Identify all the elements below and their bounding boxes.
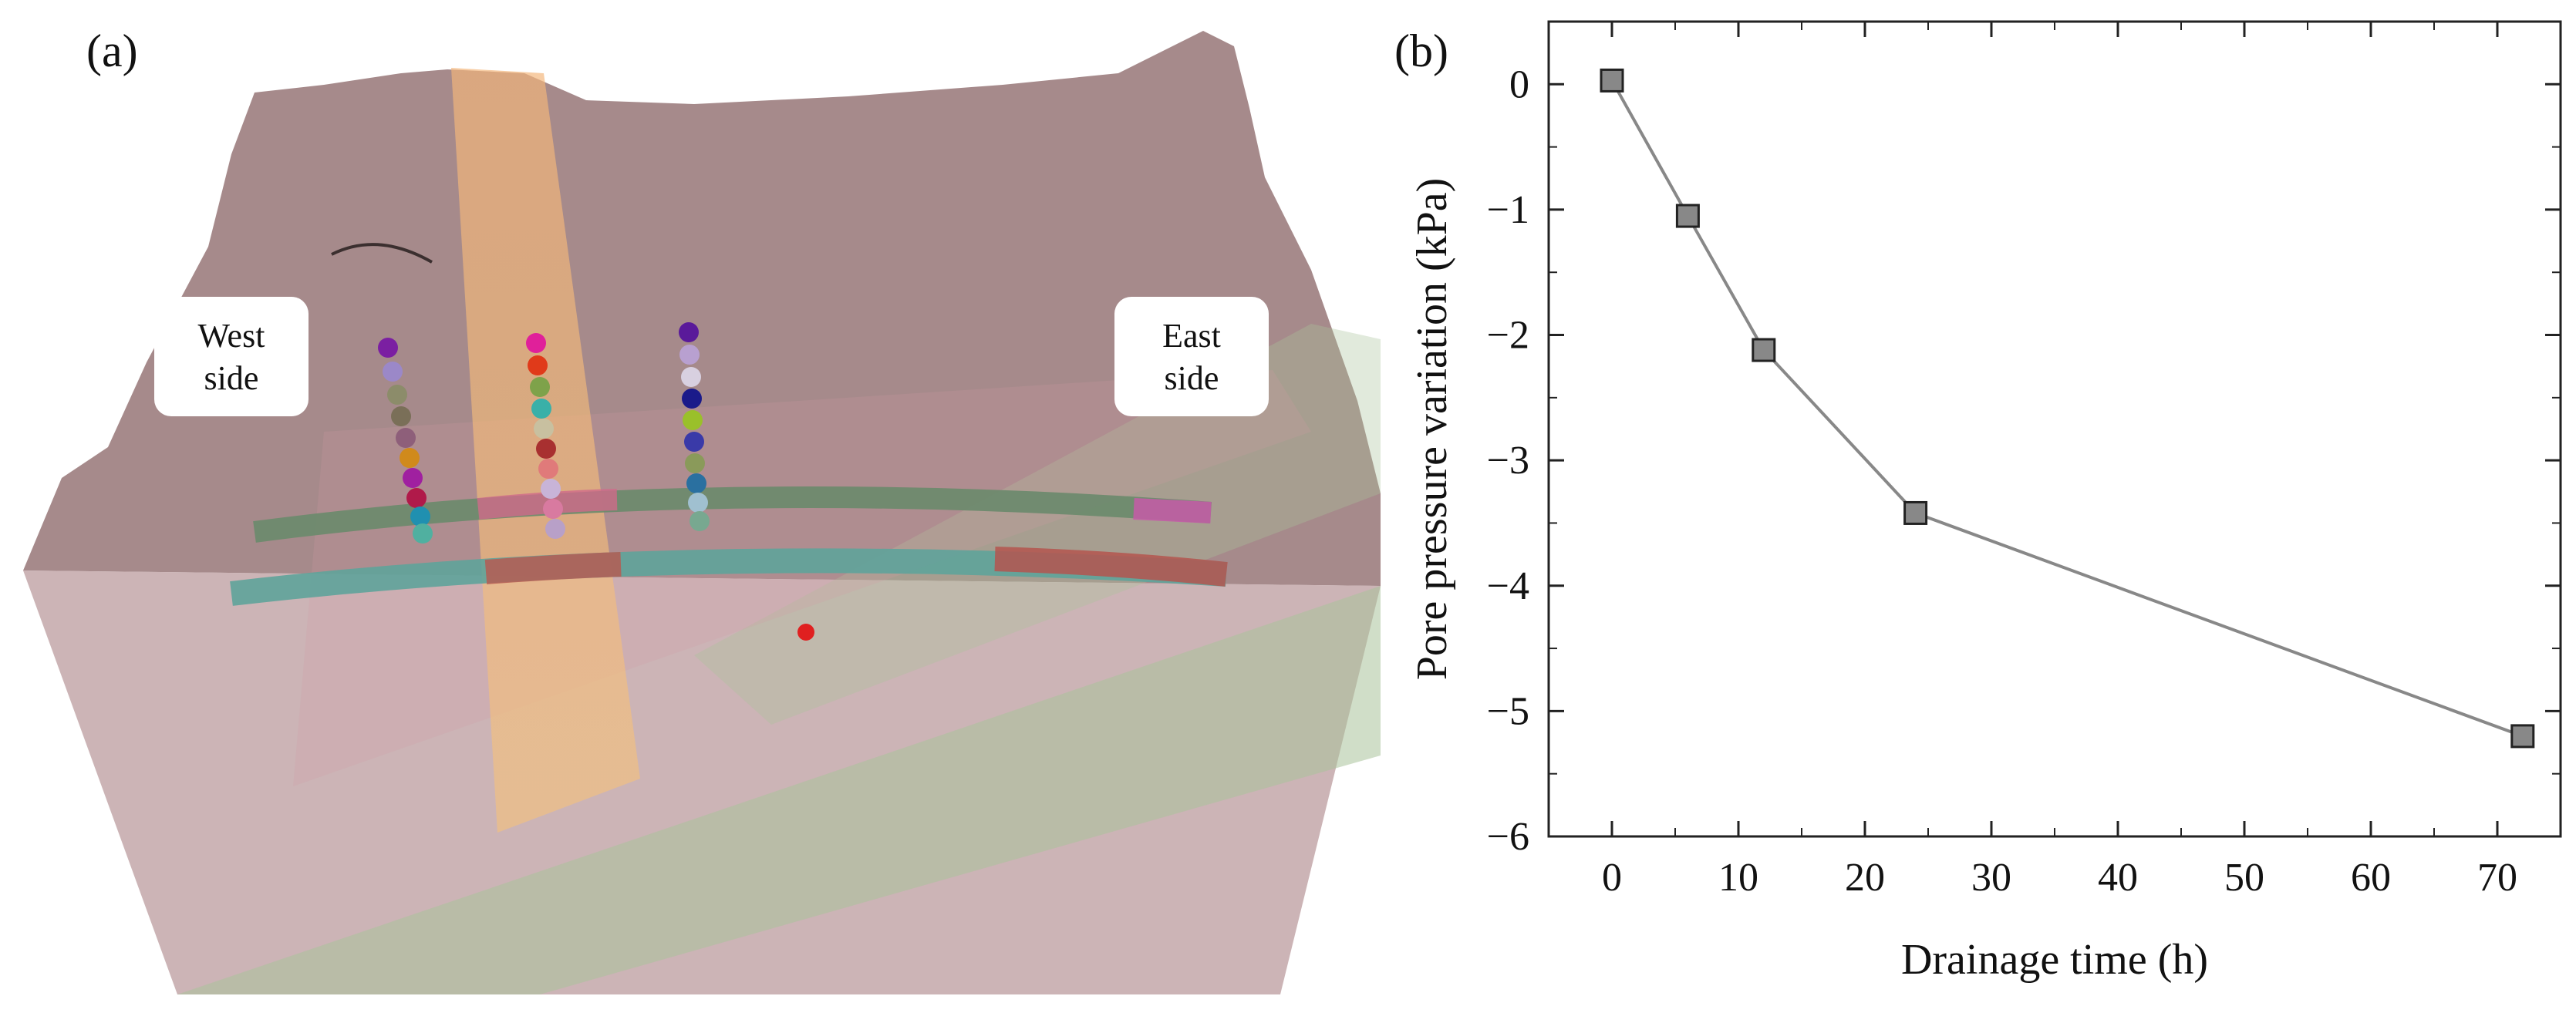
y-tick-label: −4 [1487, 564, 1529, 608]
y-tick-label: −6 [1487, 815, 1529, 859]
monitoring-point [797, 624, 814, 641]
x-tick-label: 60 [2351, 856, 2391, 900]
data-point [1675, 204, 1700, 228]
x-tick-label: 30 [1971, 856, 2011, 900]
model-block-front [23, 570, 1381, 994]
series-line [1610, 79, 2524, 738]
x-tick-label: 0 [1602, 856, 1622, 900]
x-tick-label: 10 [1718, 856, 1758, 900]
pore-pressure-chart: 0 10 20 30 40 50 60 70 0 −1 −2 −3 −4 −5 −6 Drainage ti… [1408, 20, 2562, 984]
y-tick-label: 0 [1509, 62, 1529, 106]
y-tick-label: −2 [1487, 314, 1529, 358]
data-point [1600, 68, 1624, 93]
tunnel-upper-magenta [1133, 498, 1212, 523]
borehole-right [679, 322, 710, 531]
x-axis-label: Drainage time (h) [1901, 936, 2208, 984]
y-tick-label: −5 [1487, 689, 1529, 733]
chart-ticks: 0 10 20 30 40 50 60 70 0 −1 −2 −3 −4 −5 −6 [1487, 22, 2561, 900]
borehole-left [378, 338, 433, 543]
plot-frame [1547, 20, 2562, 838]
terrain-surface [23, 31, 1381, 586]
y-tick-label: −3 [1487, 439, 1529, 483]
tunnel-lower-red-a [484, 552, 622, 584]
y-tick-label: −1 [1487, 188, 1529, 232]
panel-a-label: (a) [86, 25, 138, 76]
data-point [1752, 338, 1776, 362]
data-point [2510, 724, 2535, 749]
x-tick-label: 50 [2224, 856, 2264, 900]
fault-plane-green [177, 586, 1381, 994]
east-side-label: East side [1114, 297, 1269, 416]
borehole-middle [526, 333, 565, 539]
x-tick-label: 70 [2477, 856, 2517, 900]
tunnel-upper [253, 486, 1212, 543]
data-point [1903, 500, 1928, 525]
x-tick-label: 20 [1845, 856, 1885, 900]
fault-plane-green-upper [694, 324, 1381, 725]
x-tick-label: 40 [2098, 856, 2138, 900]
y-axis-label: Pore pressure variation (kPa) [1408, 178, 1456, 681]
chart-axes [1547, 20, 2562, 838]
surface-crack [331, 243, 433, 264]
chart-series [1600, 68, 2535, 749]
tunnel-lower-red-b [994, 547, 1228, 587]
panel-b-label: (b) [1394, 25, 1448, 76]
figure-b-chart: (b) 0 10 20 30 40 50 60 70 0 −1 −2 −3 −4 −5 −6 Drainag… [1381, 0, 2576, 1019]
model-render [23, 31, 1381, 994]
west-side-label: West side [154, 297, 309, 416]
figure-a-3d-model: (a) West side East side [23, 25, 1381, 994]
